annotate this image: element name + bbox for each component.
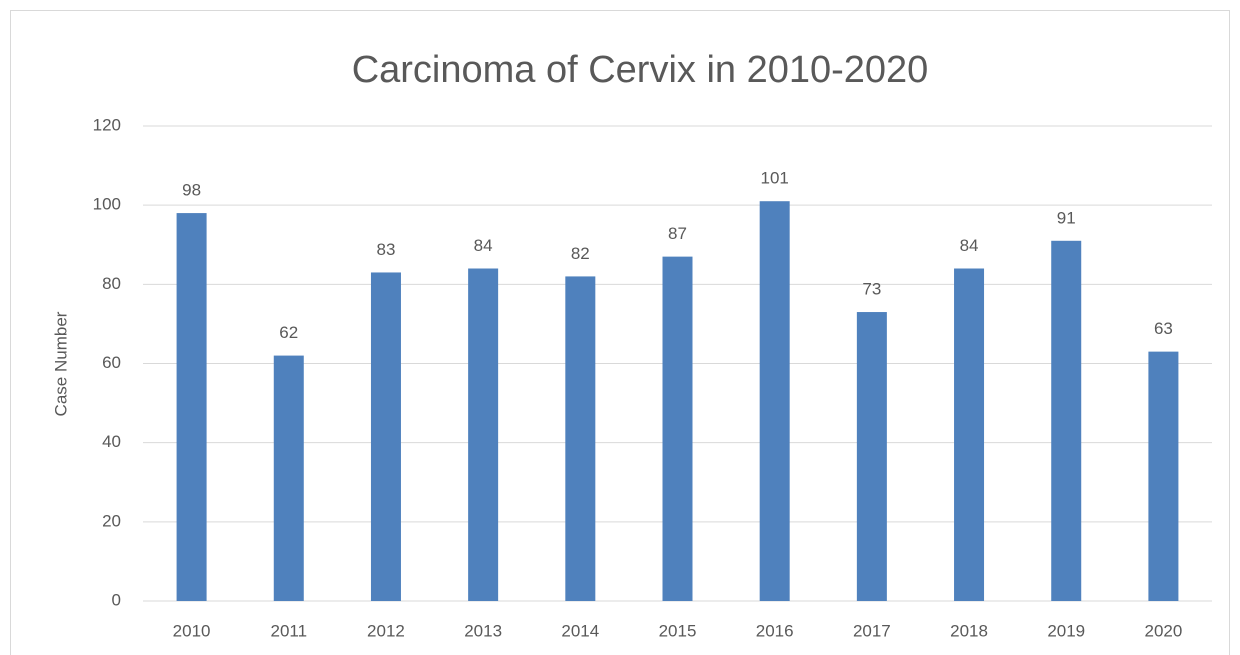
bar: [370, 272, 401, 601]
y-axis-label: Case Number: [51, 311, 70, 416]
x-tick-label: 2018: [950, 621, 988, 640]
x-tick-label: 2019: [1047, 621, 1085, 640]
x-tick-label: 2015: [659, 621, 697, 640]
data-label: 84: [960, 236, 979, 255]
bar: [856, 312, 887, 601]
x-tick-label: 2017: [853, 621, 891, 640]
bar: [759, 201, 790, 602]
x-tick-label: 2014: [561, 621, 599, 640]
y-tick-label: 100: [93, 195, 121, 214]
data-label: 73: [862, 280, 881, 299]
x-tick-label: 2011: [270, 621, 307, 640]
data-label: 82: [571, 244, 590, 263]
data-label: 98: [182, 181, 201, 200]
chart-frame: [10, 10, 1230, 655]
x-tick-label: 2020: [1144, 621, 1182, 640]
data-label: 101: [760, 169, 788, 188]
bar: [176, 213, 207, 602]
y-tick-label: 0: [112, 590, 121, 609]
bar: [1148, 351, 1179, 601]
data-label: 91: [1057, 208, 1076, 227]
bar: [662, 256, 693, 601]
y-tick-label: 120: [93, 115, 121, 134]
data-label: 63: [1154, 319, 1173, 338]
x-tick-label: 2013: [464, 621, 502, 640]
bar: [1051, 240, 1082, 601]
data-label: 83: [376, 240, 395, 259]
bar: [565, 276, 596, 601]
data-label: 87: [668, 224, 687, 243]
chart-title: Carcinoma of Cervix in 2010-2020: [352, 49, 929, 91]
data-label: 84: [474, 236, 493, 255]
bar: [273, 355, 304, 601]
y-tick-label: 20: [102, 511, 121, 530]
x-tick-label: 2012: [367, 621, 405, 640]
bar: [954, 268, 985, 601]
y-tick-label: 40: [102, 432, 121, 451]
bar: [468, 268, 499, 601]
y-tick-label: 60: [102, 353, 121, 372]
y-tick-label: 80: [102, 274, 121, 293]
data-label: 62: [279, 323, 298, 342]
x-tick-label: 2016: [756, 621, 794, 640]
x-tick-label: 2010: [173, 621, 211, 640]
